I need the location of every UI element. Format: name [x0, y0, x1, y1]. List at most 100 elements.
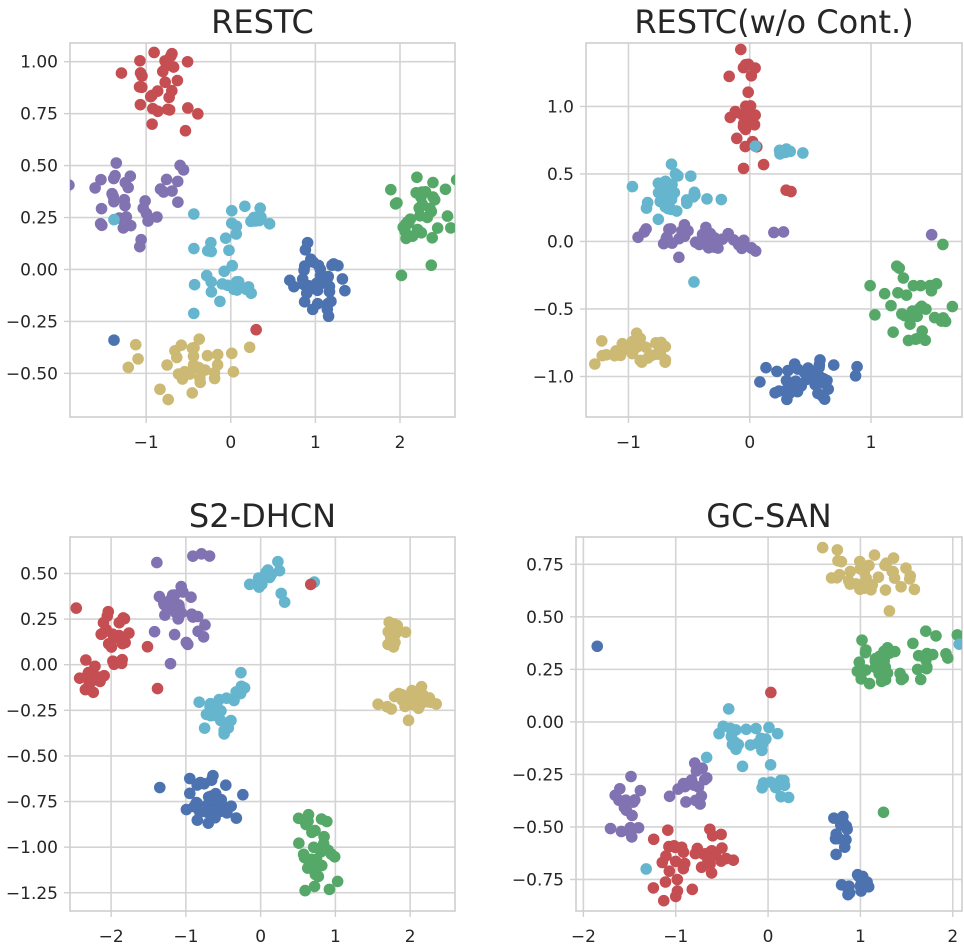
scatter-point — [877, 806, 890, 819]
scatter-point — [666, 178, 678, 191]
scatter-point — [213, 799, 226, 812]
scatter-point — [205, 245, 217, 258]
scatter-point — [860, 664, 872, 676]
scatter-point — [226, 259, 239, 272]
scatter-point — [678, 857, 691, 870]
scatter-point — [942, 652, 954, 664]
scatter-point — [669, 168, 682, 180]
scatter-point — [736, 760, 749, 773]
scatter-point — [164, 50, 177, 62]
scatter-point — [230, 228, 243, 240]
y-tick-label: −1.0 — [533, 367, 574, 387]
scatter-point — [686, 883, 699, 896]
scatter-point — [151, 556, 163, 569]
scatter-point — [873, 650, 886, 663]
scatter-point — [225, 714, 237, 727]
scatter-point — [331, 875, 344, 888]
scatter-point — [684, 170, 697, 182]
scatter-point — [107, 172, 120, 185]
y-tick-label: 0.50 — [526, 608, 564, 628]
scatter-point — [887, 326, 899, 338]
y-tick-label: 0.0 — [547, 232, 574, 252]
scatter-point — [94, 675, 106, 688]
x-tick-label: 0 — [225, 433, 236, 453]
scatter-point — [235, 666, 247, 679]
scatter-point — [163, 104, 176, 116]
scatter-point — [771, 727, 784, 740]
scatter-point — [175, 607, 188, 619]
scatter-point — [688, 276, 700, 288]
scatter-point — [161, 359, 173, 371]
scatter-point — [863, 559, 875, 572]
scatter-point — [831, 544, 844, 556]
scatter-point — [194, 372, 206, 384]
scatter-point — [745, 69, 758, 82]
scatter-point — [650, 336, 662, 349]
scatter-point — [141, 640, 154, 653]
scatter-point — [656, 856, 669, 869]
scatter-point — [201, 349, 214, 362]
scatter-point — [219, 232, 232, 244]
scatter-point — [136, 70, 148, 82]
scatter-point — [119, 176, 132, 189]
scatter-point — [427, 176, 439, 189]
scatter-point — [431, 222, 444, 234]
scatter-point — [166, 84, 178, 97]
scatter-point — [914, 279, 927, 292]
scatter-point — [381, 700, 393, 713]
scatter-point — [919, 625, 932, 637]
scatter-point — [428, 194, 441, 206]
scatter-point — [662, 824, 674, 836]
scatter-point — [185, 591, 197, 603]
scatter-point — [322, 310, 335, 323]
x-tick-label: −2 — [99, 927, 124, 946]
scatter-point — [895, 581, 907, 593]
scatter-point — [657, 894, 670, 907]
scatter-point — [652, 213, 665, 226]
scatter-point — [596, 349, 609, 362]
scatter-point — [830, 848, 842, 861]
scatter-point — [930, 278, 943, 290]
scatter-point — [245, 214, 258, 227]
scatter-point — [669, 890, 682, 903]
scatter-point — [254, 202, 266, 215]
scatter-point — [129, 338, 142, 351]
scatter-point — [720, 852, 733, 865]
scatter-point — [216, 278, 229, 290]
scatter-point — [715, 828, 727, 841]
scatter-point — [699, 848, 712, 860]
scatter-point — [193, 696, 205, 708]
scatter-point — [868, 549, 881, 561]
scatter-point — [610, 345, 622, 357]
scatter-point — [894, 667, 906, 680]
scatter-point — [740, 723, 753, 736]
scatter-point — [591, 640, 604, 653]
scatter-point — [298, 296, 311, 308]
scatter-point — [163, 595, 175, 608]
scatter-point — [164, 657, 177, 670]
scatter-point — [175, 580, 187, 593]
scatter-point — [742, 58, 755, 71]
scatter-point — [132, 353, 144, 365]
scatter-panel-3: −2 −1 0 1 2 −1.25 −1.00 −0.75 −0.50 −0.25 0.00 0.25… — [6, 497, 456, 946]
scatter-point — [193, 361, 205, 374]
scatter-point — [681, 777, 693, 790]
scatter-point — [392, 687, 405, 700]
scatter-point — [95, 173, 107, 186]
scatter-point — [250, 323, 262, 336]
scatter-point — [925, 228, 938, 241]
scatter-point — [117, 612, 129, 624]
scatter-point — [669, 841, 682, 854]
y-tick-label: 0.50 — [20, 157, 58, 177]
scatter-point — [851, 868, 864, 881]
scatter-point — [187, 307, 200, 320]
panel-title: RESTC(w/o Cont.) — [634, 3, 913, 41]
scatter-point — [120, 211, 133, 223]
scatter-point — [239, 200, 251, 213]
scatter-point — [665, 158, 678, 171]
scatter-point — [444, 222, 455, 234]
x-tick-label: 2 — [395, 433, 406, 453]
scatter-point — [634, 354, 647, 367]
scatter-point — [124, 219, 137, 232]
scatter-point — [399, 626, 412, 638]
